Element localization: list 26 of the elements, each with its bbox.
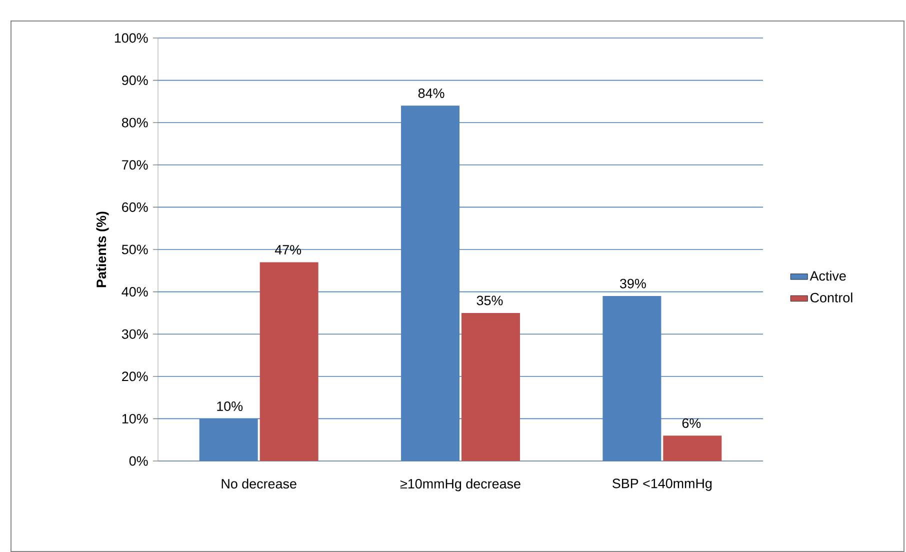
bar xyxy=(663,436,722,461)
y-tick-label: 100% xyxy=(114,33,148,43)
y-tick-label: 40% xyxy=(122,287,148,297)
x-tick-label: ≥10mmHg decrease xyxy=(400,478,520,492)
y-tick-label: 90% xyxy=(122,76,148,86)
x-tick-label: SBP <140mmHg xyxy=(612,478,712,491)
data-label: 10% xyxy=(217,401,243,412)
y-tick-label: 0% xyxy=(129,456,148,466)
data-label: 47% xyxy=(274,245,302,255)
data-label: 35% xyxy=(476,296,503,306)
legend-label: Active xyxy=(810,270,846,281)
y-tick-label: 80% xyxy=(122,118,148,128)
y-tick-label: 70% xyxy=(122,160,148,170)
data-label: 39% xyxy=(620,278,646,288)
y-axis-title: Patients (%) xyxy=(96,212,109,288)
legend-label: Control xyxy=(810,292,852,302)
bar xyxy=(260,262,318,461)
x-tick-label: No decrease xyxy=(222,478,296,489)
data-label: 6% xyxy=(682,418,701,428)
y-tick-label: 50% xyxy=(122,244,148,254)
y-tick-label: 20% xyxy=(122,372,148,382)
bar xyxy=(462,312,520,461)
data-label: 84% xyxy=(418,88,444,98)
y-tick-label: 30% xyxy=(122,329,148,339)
y-tick-label: 10% xyxy=(122,414,148,424)
y-tick-label: 60% xyxy=(122,202,148,212)
